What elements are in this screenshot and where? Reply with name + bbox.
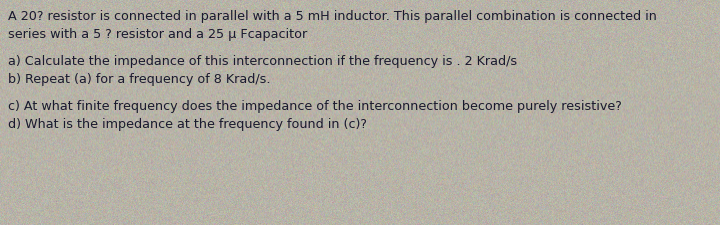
Text: c) At what finite frequency does the impedance of the interconnection become pur: c) At what finite frequency does the imp…: [8, 99, 622, 112]
Text: A 20? resistor is connected in parallel with a 5 mH inductor. This parallel comb: A 20? resistor is connected in parallel …: [8, 10, 657, 23]
Text: a) Calculate the impedance of this interconnection if the frequency is . 2 Krad/: a) Calculate the impedance of this inter…: [8, 55, 517, 68]
Text: b) Repeat (a) for a frequency of 8 Krad/s.: b) Repeat (a) for a frequency of 8 Krad/…: [8, 73, 271, 86]
Text: series with a 5 ? resistor and a 25 μ Fcapacitor: series with a 5 ? resistor and a 25 μ Fc…: [8, 28, 307, 41]
Text: d) What is the impedance at the frequency found in (c)?: d) What is the impedance at the frequenc…: [8, 117, 367, 130]
